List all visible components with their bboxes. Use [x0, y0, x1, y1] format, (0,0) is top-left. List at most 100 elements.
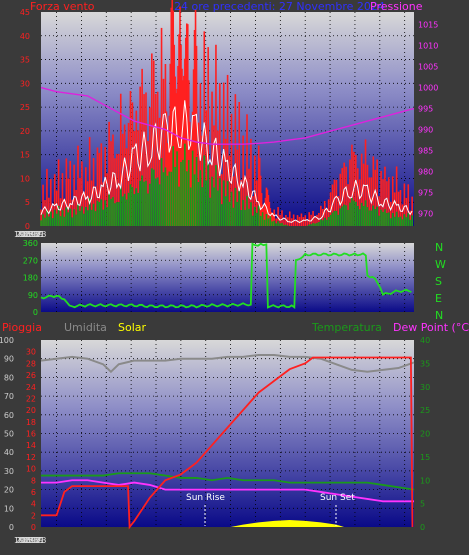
wind-gust-bar: [98, 152, 101, 226]
wind-low-bar: [149, 183, 151, 226]
wind-low-bar: [331, 212, 334, 226]
wind-gust-bar: [46, 168, 48, 226]
wind-low-bar: [349, 202, 351, 226]
wind-low-bar: [283, 224, 285, 226]
wind-low-bar: [195, 156, 198, 226]
rain-y-tick: 20: [26, 406, 36, 415]
wind-low-bar: [125, 199, 128, 226]
wind-y-tick: 40: [20, 32, 30, 41]
wind-low-bar: [102, 209, 105, 226]
wind-gust-bar: [178, 34, 180, 226]
wind-low-bar: [257, 205, 260, 226]
wind-low-bar: [81, 206, 83, 226]
wind-low-bar: [253, 206, 256, 226]
wind-low-bar: [65, 207, 68, 226]
wind-gust-bar: [42, 184, 44, 226]
wind-gust-bar: [263, 204, 266, 226]
wind-low-bar: [374, 208, 377, 226]
wind-x-tick: 07: [24, 230, 34, 239]
humidity-y-tick: 50: [4, 430, 14, 439]
wind-gust-bar: [207, 47, 209, 226]
wind-low-bar: [244, 209, 246, 226]
wind-y-tick: 15: [20, 151, 30, 160]
humidity-y-tick: 80: [4, 373, 14, 382]
wind-gust-bar: [147, 141, 149, 226]
wind-x-tick: 13: [28, 230, 38, 239]
wind-x-tick: 17: [32, 230, 42, 239]
wind-low-bar: [273, 220, 276, 226]
wind-low-bar: [207, 161, 209, 226]
wind-gust-bar: [129, 91, 132, 227]
wind-low-bar: [321, 220, 324, 226]
wind-gust-bar: [219, 83, 221, 226]
humidity-y-tick: 90: [4, 355, 14, 364]
dewpoint-line: [41, 479, 414, 503]
wind-low-bar: [370, 210, 373, 226]
wind-low-bar: [79, 210, 81, 226]
wind-low-bar: [255, 212, 258, 226]
wind-low-bar: [372, 205, 375, 226]
pressure-y-tick: 1015: [418, 21, 438, 30]
wind-gust-bar: [125, 148, 128, 226]
wind-gust-bar: [405, 197, 408, 226]
wind-gust-bar: [376, 159, 378, 226]
wind-low-bar: [345, 205, 347, 226]
wind-low-bar: [127, 192, 130, 226]
temperature-y-tick: 30: [420, 383, 430, 392]
wind-gust-bar: [320, 205, 322, 226]
wind-gust-bar: [131, 102, 134, 226]
wind-gust-bar: [246, 114, 248, 226]
wind-gust-bar: [61, 173, 64, 226]
wind-gust-bar: [48, 197, 50, 226]
rain-x-tick: 11: [27, 536, 37, 545]
wind-gust-bar: [162, 78, 165, 227]
wind-low-bar: [94, 211, 97, 226]
wind-gust-bar: [79, 178, 81, 226]
wind-x-tick: 15: [30, 230, 40, 239]
wind-low-bar: [116, 202, 118, 226]
wind-low-bar: [271, 221, 274, 226]
wind-gust-bar: [285, 214, 287, 226]
wind-gust-bar: [372, 156, 375, 226]
wind-low-bar: [248, 208, 250, 226]
wind-gust-bar: [112, 134, 114, 226]
wind-low-bar: [285, 224, 287, 226]
temperature-title: Temperatura: [311, 321, 382, 334]
wind-gust-bar: [158, 117, 161, 226]
wind-low-bar: [259, 215, 262, 226]
wind-low-bar: [201, 187, 204, 226]
wind-low-bar: [219, 178, 221, 226]
direction-label-e: E: [435, 292, 442, 305]
rain-x-tick: 15: [30, 536, 40, 545]
direction-y-tick: 360: [23, 239, 38, 248]
wind-low-bar: [240, 210, 242, 226]
pressure-y-tick: 990: [418, 125, 433, 134]
wind-low-bar: [59, 216, 62, 226]
direction-y-tick: 90: [28, 291, 38, 300]
wind-low-bar: [57, 205, 60, 226]
wind-gust-bar: [329, 192, 332, 226]
wind-low-bar: [191, 150, 194, 226]
wind-low-bar: [329, 214, 332, 226]
wind-gust-bar: [382, 179, 384, 226]
wind-gust-bar: [44, 200, 46, 226]
wind-gust-bar: [55, 190, 58, 226]
wind-gust-bar: [190, 140, 193, 226]
wind-gust-bar: [71, 199, 73, 226]
wind-low-bar: [129, 184, 132, 226]
wind-gust-bar: [121, 133, 124, 226]
wind-low-bar: [108, 193, 110, 226]
wind-low-bar: [397, 217, 400, 226]
wind-gust-bar: [215, 44, 217, 226]
wind-low-bar: [174, 166, 176, 226]
wind-low-bar: [86, 210, 89, 226]
direction-y-tick: 180: [23, 274, 38, 283]
wind-gust-bar: [50, 179, 52, 226]
wind-low-bar: [106, 207, 108, 226]
wind-gust-bar: [356, 168, 359, 226]
wind-gust-bar: [63, 199, 66, 226]
wind-low-bar: [287, 225, 289, 226]
wind-gust-bar: [230, 113, 233, 226]
wind-low-bar: [42, 214, 44, 226]
wind-low-bar: [44, 217, 46, 226]
